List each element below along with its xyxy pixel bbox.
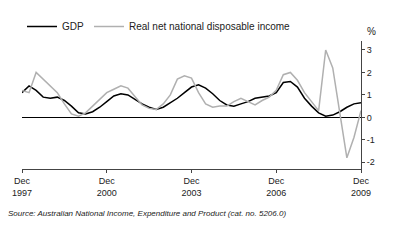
svg-text:Real net national disposable i: Real net national disposable income xyxy=(129,21,290,32)
svg-text:Source: Australian National In: Source: Australian National Income, Expe… xyxy=(8,209,286,218)
svg-text:Dec2006: Dec2006 xyxy=(266,176,286,198)
svg-text:3: 3 xyxy=(367,45,372,55)
svg-text:Dec2003: Dec2003 xyxy=(181,176,201,198)
svg-text:1: 1 xyxy=(367,90,372,100)
svg-text:Dec2000: Dec2000 xyxy=(97,176,117,198)
svg-text:-2: -2 xyxy=(367,157,375,167)
svg-text:2: 2 xyxy=(367,68,372,78)
svg-text:%: % xyxy=(367,26,376,37)
svg-text:Dec1997: Dec1997 xyxy=(12,176,32,198)
svg-text:0: 0 xyxy=(367,113,372,123)
svg-text:-1: -1 xyxy=(367,135,375,145)
svg-text:GDP: GDP xyxy=(62,21,84,32)
svg-text:Dec2009: Dec2009 xyxy=(351,176,371,198)
